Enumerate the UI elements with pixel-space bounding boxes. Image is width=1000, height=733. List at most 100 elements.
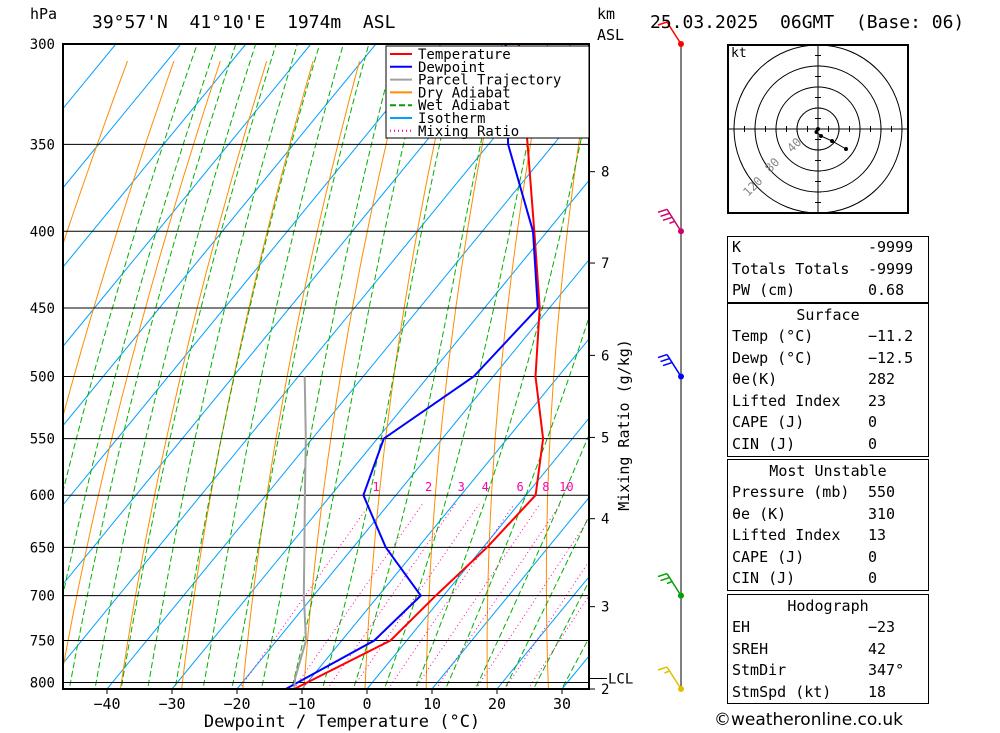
mu-label: Lifted Index: [732, 526, 841, 545]
surface-label: θe(K): [732, 370, 778, 389]
x-tick-label: −10: [288, 695, 315, 713]
mixing-ratio-label: 2: [425, 480, 432, 494]
wet-adiabat-line: [63, 44, 217, 598]
wet-adiabat-line: [63, 44, 198, 494]
wind-barb-flag: [657, 208, 668, 213]
dry-adiabat-line: [425, 60, 500, 689]
hodo-value: 18: [868, 682, 887, 701]
hodograph-point: [814, 130, 819, 134]
x-tick-label: −20: [223, 695, 250, 713]
pressure-tick-label: 350: [30, 137, 55, 153]
x-tick-label: 20: [488, 695, 506, 713]
wet-adiabat-line: [94, 44, 257, 689]
datetime-title: 25.03.2025 06GMT (Base: 06): [650, 12, 965, 33]
wet-adiabat-line: [383, 44, 549, 689]
wet-adiabat-line: [147, 44, 298, 689]
pressure-tick-label: 300: [30, 37, 55, 53]
surface-table: Surface Temp (°C) −11.2 Dewp (°C) −12.5 θe(K…: [727, 303, 929, 457]
lcl-label: LCL: [608, 671, 633, 687]
wind-barb-flag: [660, 212, 670, 217]
dry-adiabat-line: [486, 61, 546, 689]
x-tick-label: 30: [553, 695, 571, 713]
wind-barb-flag: [662, 216, 673, 221]
pressure-tick-label: 650: [30, 540, 55, 556]
surface-label: Temp (°C): [732, 327, 814, 345]
dry-adiabat-line: [63, 60, 128, 246]
indices-table: K -9999 Totals Totals -9999 PW (cm) 0.68: [727, 236, 929, 303]
wind-barb-half: [666, 580, 673, 585]
index-value: -9999: [868, 238, 914, 256]
dry-adiabat-line: [119, 60, 268, 689]
wind-barb-staff: [666, 573, 682, 596]
wind-barb-staff: [666, 208, 682, 232]
legend-label: Isotherm: [418, 111, 485, 127]
dewpoint-line: [285, 44, 539, 689]
wet-adiabat-line: [174, 44, 321, 689]
wind-barb-flag: [657, 353, 668, 359]
dry-adiabat-line: [963, 61, 1000, 689]
hodograph-point: [844, 147, 848, 151]
hodograph-box: [727, 44, 909, 214]
surface-row: Temp (°C) −11.2: [728, 326, 928, 348]
wind-barb-flag: [660, 357, 670, 363]
index-row: K -9999: [728, 237, 928, 259]
isotherm-line: [63, 44, 247, 268]
dry-adiabat-line: [63, 60, 221, 671]
km-tick-label: 5: [601, 430, 609, 446]
mu-label: CIN (J): [732, 569, 796, 588]
mixing-ratio-line: [527, 594, 589, 689]
isotherm-line: [63, 44, 507, 585]
hodo-label: StmDir: [732, 661, 787, 680]
copyright-footer[interactable]: ©weatheronline.co.uk: [714, 710, 904, 730]
mu-value: 310: [868, 504, 896, 523]
legend-label: Dewpoint: [418, 60, 485, 76]
hodo-value: 347°: [868, 661, 905, 680]
surface-label: Dewp (°C): [732, 348, 814, 367]
isotherm-line: [496, 576, 589, 689]
surface-row: CAPE (J) 0: [728, 412, 928, 434]
wind-barb-staff: [666, 666, 682, 690]
isotherm-line: [301, 338, 589, 689]
isotherm-line: [63, 44, 182, 189]
temperature-line: [293, 44, 545, 689]
surface-row: CIN (J) 0: [728, 434, 928, 456]
isotherm-line: [63, 44, 377, 427]
mu-value: 13: [868, 526, 887, 545]
isotherm-line: [366, 417, 589, 689]
hodograph-table: Hodograph EH −23 SREH 42 StmDir 347° StmSpd (k…: [727, 594, 929, 705]
hodo-value: −23: [868, 618, 896, 636]
index-value: 0.68: [868, 281, 905, 300]
mixing-ratio-line: [504, 560, 589, 689]
index-row: Totals Totals -9999: [728, 259, 928, 281]
km-label: km: [597, 5, 616, 23]
wet-adiabat-line: [414, 98, 589, 689]
pressure-tick-label: 800: [30, 676, 55, 692]
isotherm-line: [63, 44, 442, 506]
wet-adiabat-line: [532, 580, 589, 689]
surface-row: θe(K) 282: [728, 369, 928, 391]
mixing-ratio-line: [326, 503, 456, 689]
index-label: Totals Totals: [732, 259, 850, 278]
hodograph-point: [816, 127, 820, 131]
x-axis-label: Dewpoint / Temperature (°C): [204, 712, 480, 732]
index-value: -9999: [868, 259, 914, 278]
wind-barb-flag: [657, 21, 668, 26]
wind-barb-staff: [666, 354, 682, 377]
wet-adiabat-line: [291, 44, 428, 689]
surface-value: 0: [868, 413, 878, 432]
pressure-tick-label: 550: [30, 432, 55, 448]
wet-adiabat-line: [120, 44, 277, 689]
surface-value: 0: [868, 434, 878, 453]
hodo-label: StmSpd (kt): [732, 682, 832, 701]
surface-value: −11.2: [868, 327, 914, 345]
mu-label: θe (K): [732, 504, 787, 523]
location-title: 39°57'N 41°10'E 1974m ASL: [92, 12, 396, 33]
mixing-ratio-line: [351, 503, 480, 689]
surface-label: Lifted Index: [732, 391, 841, 410]
km-tick-label: 8: [601, 165, 609, 181]
isotherm-line: [431, 496, 589, 689]
legend-label: Dry Adiabat: [418, 85, 511, 101]
mu-row: CIN (J) 0: [728, 568, 928, 590]
hodo-row: StmDir 347°: [728, 660, 928, 682]
legend-label: Parcel Trajectory: [418, 73, 561, 89]
